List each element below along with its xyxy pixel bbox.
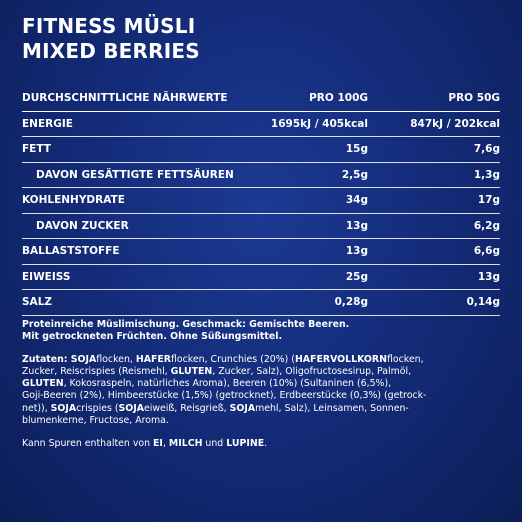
nutrition-row-energie: ENERGIE 1695kJ / 405kcal 847kJ / 202kcal: [22, 112, 500, 137]
product-title: FITNESS MÜSLI MIXED BERRIES: [22, 14, 200, 64]
allergen-notice: Kann Spuren enthalten von EI, MILCH und …: [22, 438, 502, 450]
description-line-2: Mit getrockneten Früchten. Ohne Süßungsm…: [22, 331, 283, 343]
nutrition-row-fett: FETT 15g 7,6g: [22, 137, 500, 163]
ingredients-segment: Zucker, Reiscrispies (Reismehl,: [22, 366, 171, 378]
allergen-segment: LUPINE: [226, 437, 265, 449]
nutrient-name: DAVON GESÄTTIGTE FETTSÄUREN: [36, 168, 234, 181]
ingredients-segment: SOJA: [118, 402, 144, 414]
nutrient-name: DAVON ZUCKER: [36, 219, 129, 232]
nutrient-value-100g: 2,5g: [341, 168, 368, 181]
nutrition-row-zucker: DAVON ZUCKER 13g 6,2g: [22, 214, 500, 239]
ingredients-segment: SOJA: [229, 402, 256, 414]
ingredients-segment: SOJA: [50, 402, 77, 414]
product-description: Proteinreiche Müslimischung. Geschmack: …: [22, 319, 502, 343]
allergen-segment: Kann Spuren enthalten von: [22, 437, 154, 449]
ingredients-segment: flocken,: [96, 354, 136, 366]
header-per-50g: PRO 50G: [448, 92, 500, 104]
allergen-segment: EI: [153, 437, 163, 449]
product-title-line-1: FITNESS MÜSLI: [22, 14, 196, 38]
nutrient-name: KOHLENHYDRATE: [22, 194, 125, 206]
nutrient-value-100g: 25g: [345, 270, 368, 283]
nutrient-value-50g: 13g: [477, 270, 500, 283]
nutrient-name: ENERGIE: [22, 117, 73, 130]
allergen-segment: und: [202, 437, 227, 449]
nutrition-row-eiweiss: EIWEISS 25g 13g: [22, 265, 500, 290]
description-line-1: Proteinreiche Müslimischung. Geschmack: …: [22, 319, 350, 330]
ingredients-segment: Goji-Beeren (2%), Himbeerstücke (1,5%) (…: [22, 390, 427, 402]
ingredients-segment: Zutaten: SOJA: [22, 354, 97, 366]
allergen-segment: .: [264, 437, 268, 449]
ingredients-segment: mehl, Salz), Leinsamen, Sonnen-: [255, 402, 409, 414]
nutrient-value-100g: 13g: [345, 219, 368, 232]
header-nutrients-label: DURCHSCHNITTLICHE NÄHRWERTE: [22, 92, 228, 104]
nutrient-name: BALLASTSTOFFE: [22, 245, 120, 257]
nutrient-value-50g: 7,6g: [473, 143, 500, 155]
ingredients-segment: GLUTEN: [170, 366, 213, 378]
allergen-segment: ,: [162, 437, 169, 449]
nutrition-row-salz: SALZ 0,28g 0,14g: [22, 290, 500, 316]
ingredients-segment: eiweiß, Reisgrieß,: [143, 402, 230, 414]
ingredients-segment: crispies (: [76, 402, 119, 414]
product-notes: Proteinreiche Müslimischung. Geschmack: …: [22, 319, 502, 461]
nutrient-name: SALZ: [22, 296, 52, 308]
ingredients-segment: HAFERVOLLKORN: [294, 354, 387, 366]
ingredients-text: Zutaten: SOJAflocken, HAFERflocken, Crun…: [22, 354, 502, 427]
nutrient-value-50g: 847kJ / 202kcal: [410, 117, 500, 130]
nutrient-value-100g: 1695kJ / 405kcal: [270, 117, 368, 130]
nutrition-row-gesaettigte-fettsaeuren: DAVON GESÄTTIGTE FETTSÄUREN 2,5g 1,3g: [22, 163, 500, 188]
nutrition-row-kohlenhydrate: KOHLENHYDRATE 34g 17g: [22, 188, 500, 214]
nutrient-value-100g: 0,28g: [334, 296, 368, 308]
nutrient-value-50g: 0,14g: [466, 296, 500, 308]
header-per-100g: PRO 100G: [309, 92, 368, 104]
ingredients-segment: HAFER: [135, 354, 171, 366]
nutrient-value-50g: 6,6g: [473, 245, 500, 257]
ingredients-segment: GLUTEN: [22, 378, 64, 390]
nutrient-value-50g: 17g: [477, 194, 500, 206]
nutrient-name: EIWEISS: [22, 270, 71, 283]
nutrient-value-100g: 15g: [345, 143, 368, 155]
allergen-segment: MILCH: [168, 437, 203, 449]
nutrition-table-header: DURCHSCHNITTLICHE NÄHRWERTE PRO 100G PRO…: [22, 86, 500, 112]
ingredients-segment: net)),: [22, 402, 51, 414]
nutrient-value-100g: 34g: [345, 194, 368, 206]
nutrient-name: FETT: [22, 143, 51, 155]
ingredients-segment: flocken, Crunchies (20%) (: [170, 354, 295, 366]
nutrient-value-100g: 13g: [345, 245, 368, 257]
nutrient-value-50g: 6,2g: [473, 219, 500, 232]
product-title-line-2: MIXED BERRIES: [22, 39, 200, 63]
nutrient-value-50g: 1,3g: [473, 168, 500, 181]
ingredients-segment: flocken,: [386, 354, 424, 366]
ingredients-segment: blumenkerne, Fructose, Aroma.: [22, 414, 169, 426]
ingredients-segment: , Zucker, Salz), Oligofructosesirup, Pal…: [212, 366, 412, 378]
nutrition-table: DURCHSCHNITTLICHE NÄHRWERTE PRO 100G PRO…: [22, 86, 500, 316]
nutrition-row-ballaststoffe: BALLASTSTOFFE 13g 6,6g: [22, 239, 500, 265]
ingredients-segment: , Kokosraspeln, natürliches Aroma), Beer…: [63, 378, 392, 390]
